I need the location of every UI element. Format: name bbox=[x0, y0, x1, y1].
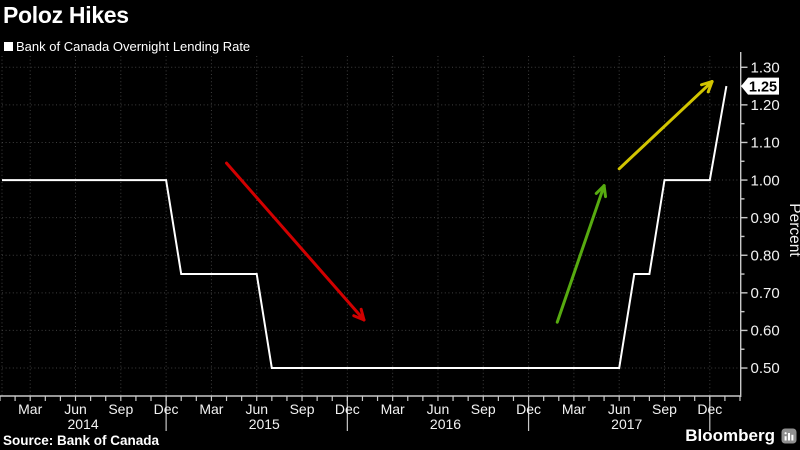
cut-cycle-arrow bbox=[225, 161, 366, 322]
svg-text:Sep: Sep bbox=[652, 401, 677, 417]
hike-arrow-2017 bbox=[555, 184, 608, 324]
svg-text:Jun: Jun bbox=[427, 401, 450, 417]
axes bbox=[0, 52, 742, 397]
x-axis-ticks bbox=[0, 396, 741, 431]
hike-arrow-2018 bbox=[617, 80, 714, 171]
page-title: Poloz Hikes bbox=[3, 2, 129, 28]
svg-text:1.00: 1.00 bbox=[751, 172, 780, 189]
x-axis-labels: Mar Jun Sep Dec Mar Jun Sep Dec Mar Jun Sep Dec Mar J… bbox=[18, 401, 722, 432]
svg-text:Mar: Mar bbox=[562, 401, 586, 417]
svg-text:2016: 2016 bbox=[430, 416, 461, 432]
svg-text:2014: 2014 bbox=[67, 416, 98, 432]
grid bbox=[1, 56, 740, 396]
svg-text:Jun: Jun bbox=[64, 401, 87, 417]
svg-text:2017: 2017 bbox=[611, 416, 642, 432]
svg-text:Jun: Jun bbox=[245, 401, 268, 417]
svg-text:Jun: Jun bbox=[608, 401, 631, 417]
svg-text:Mar: Mar bbox=[18, 401, 42, 417]
bloomberg-wordmark: Bloomberg bbox=[685, 426, 775, 445]
bloomberg-terminal-icon bbox=[781, 428, 797, 444]
legend-label: Bank of Canada Overnight Lending Rate bbox=[16, 39, 251, 54]
svg-text:1.20: 1.20 bbox=[751, 97, 780, 114]
rate-line bbox=[2, 85, 728, 369]
legend-marker-icon bbox=[4, 42, 13, 51]
svg-text:0.90: 0.90 bbox=[751, 210, 780, 227]
bloomberg-logo: Bloomberg bbox=[685, 426, 797, 446]
last-value-tag: 1.25 bbox=[741, 77, 779, 95]
svg-text:Dec: Dec bbox=[154, 401, 179, 417]
svg-text:Sep: Sep bbox=[108, 401, 133, 417]
source-note: Source: Bank of Canada bbox=[3, 433, 160, 448]
svg-text:0.80: 0.80 bbox=[751, 247, 780, 264]
svg-text:0.50: 0.50 bbox=[751, 360, 780, 377]
svg-text:0.60: 0.60 bbox=[751, 323, 780, 340]
y-axis-ticks bbox=[740, 66, 748, 369]
svg-text:Mar: Mar bbox=[199, 401, 223, 417]
legend: Bank of Canada Overnight Lending Rate bbox=[4, 39, 250, 54]
svg-text:Mar: Mar bbox=[381, 401, 405, 417]
svg-text:1.30: 1.30 bbox=[751, 59, 780, 76]
svg-text:Sep: Sep bbox=[471, 401, 496, 417]
svg-text:1.25: 1.25 bbox=[749, 79, 777, 95]
svg-text:1.10: 1.10 bbox=[751, 135, 780, 152]
y-axis-labels: 0.50 0.60 0.70 0.80 0.90 1.00 1.10 1.20 1.30 bbox=[751, 59, 780, 377]
svg-text:Dec: Dec bbox=[335, 401, 360, 417]
svg-text:Sep: Sep bbox=[290, 401, 315, 417]
svg-text:Dec: Dec bbox=[516, 401, 541, 417]
svg-text:2015: 2015 bbox=[249, 416, 280, 432]
svg-text:0.70: 0.70 bbox=[751, 285, 780, 302]
svg-text:Dec: Dec bbox=[697, 401, 722, 417]
y-axis-title: Percent bbox=[786, 203, 800, 257]
